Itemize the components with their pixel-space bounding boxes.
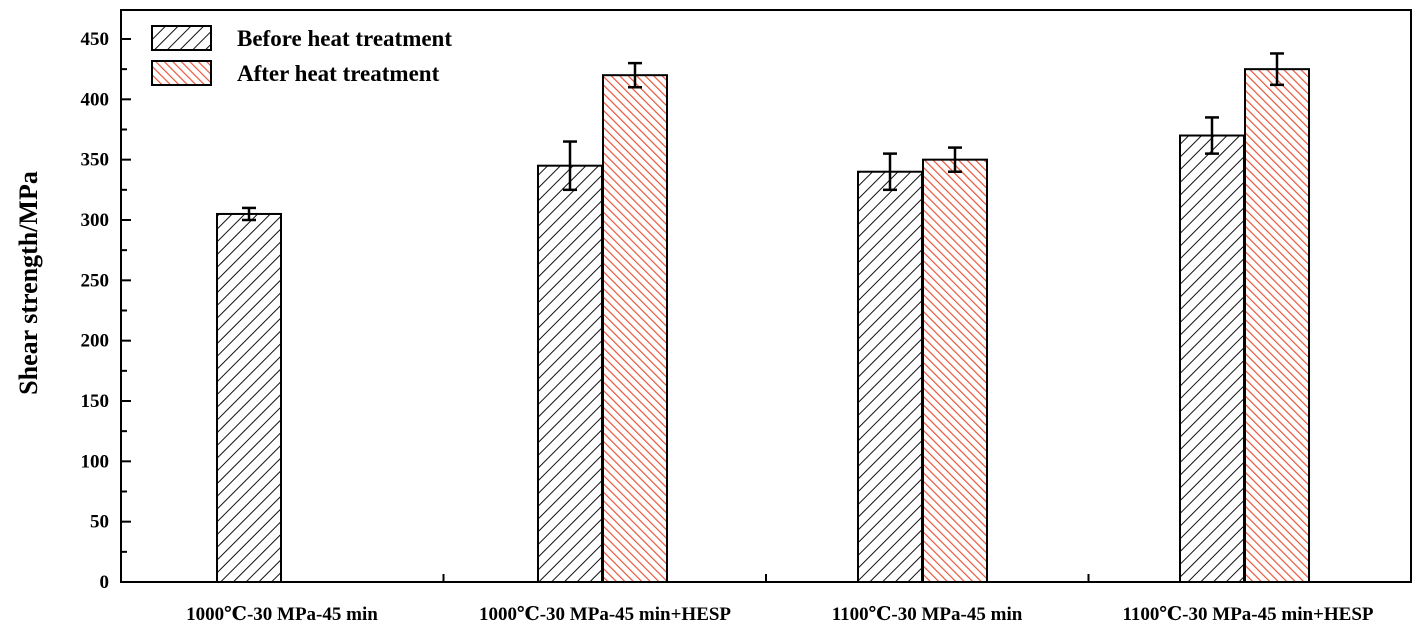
bar-before-heat-treatment <box>216 212 282 583</box>
y-tick-label: 50 <box>90 512 109 533</box>
y-tick-label: 150 <box>81 391 110 412</box>
bar-after-heat-treatment <box>1244 68 1310 583</box>
bar-before-heat-treatment <box>857 170 923 584</box>
y-tick-label: 200 <box>81 331 110 352</box>
x-axis: 1000℃-30 MPa-45 min 1000℃-30 MPa-45 min+H… <box>186 574 1374 625</box>
x-category-label: 1000℃-30 MPa-45 min <box>186 604 378 625</box>
y-tick-label: 450 <box>81 29 110 50</box>
error-bars <box>242 52 1284 222</box>
x-category-label: 1100℃-30 MPa-45 min+HESP <box>1122 604 1373 625</box>
legend: Before heat treatment After heat treatme… <box>151 25 452 86</box>
y-tick-label: 250 <box>81 270 110 291</box>
y-tick-label: 100 <box>81 451 110 472</box>
legend-label-after: After heat treatment <box>237 61 440 86</box>
legend-label-before: Before heat treatment <box>237 26 452 51</box>
bar-before-heat-treatment <box>1179 134 1245 583</box>
y-tick-label: 400 <box>81 89 110 110</box>
bar-after-heat-treatment <box>602 74 668 583</box>
legend-swatch-before <box>151 25 212 51</box>
bars <box>216 68 1310 584</box>
x-category-label: 1000℃-30 MPa-45 min+HESP <box>479 604 731 625</box>
y-axis: 0 50 100 150 200 250 300 350 400 450 <box>81 29 131 593</box>
y-axis-label: Shear strength/MPa <box>14 171 43 395</box>
y-tick-label: 350 <box>81 150 110 171</box>
bar-after-heat-treatment <box>922 158 988 583</box>
bar-before-heat-treatment <box>537 164 603 583</box>
x-category-label: 1100℃-30 MPa-45 min <box>832 604 1023 625</box>
y-tick-label: 300 <box>81 210 110 231</box>
y-tick-label: 0 <box>100 572 110 593</box>
legend-swatch-after <box>151 60 212 86</box>
